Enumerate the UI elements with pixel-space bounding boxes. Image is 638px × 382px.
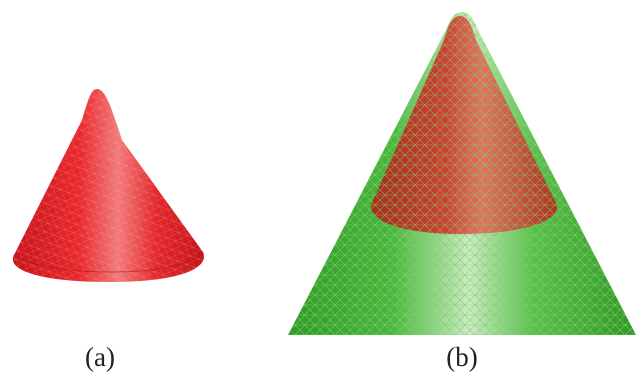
caption: (a) <box>85 342 115 372</box>
figure: (a) (b) <box>0 0 638 382</box>
caption: (b) <box>446 342 477 372</box>
red-cone <box>13 89 204 282</box>
